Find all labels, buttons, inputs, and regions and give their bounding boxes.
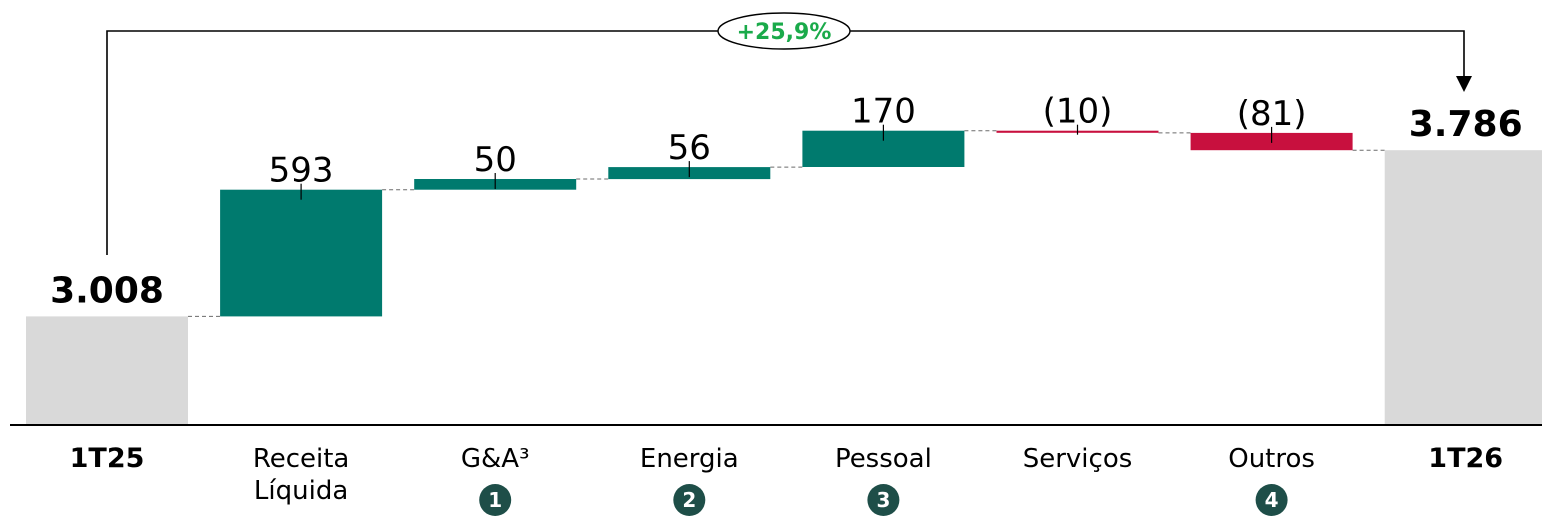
category-label-receita-liquida: Receita Líquida [253,444,350,506]
badge-4: 4 [1255,484,1288,516]
growth-arrow-head [1456,76,1472,92]
badge-circle [1255,484,1288,516]
badge-circle [479,484,512,516]
bars [26,130,1542,425]
value-label-1t26: 3.786 [1409,104,1523,145]
badge-number: 2 [682,488,696,512]
badge-3: 3 [867,484,900,516]
value-label-receita-liquida: 593 [269,151,334,191]
badge-circle [867,484,900,516]
badges: 1 2 3 4 [479,484,1288,516]
category-label-1t26: 1T26 [1428,443,1503,474]
badge-1: 1 [479,484,512,516]
value-label-pessoal: 170 [851,92,916,132]
category-labels: 1T25 Receita Líquida G&A³ Energia Pessoal Serv… [70,443,1503,506]
connector-lines [188,130,1385,317]
category-label-energia: Energia [640,444,739,474]
badge-number: 1 [488,488,502,512]
growth-bracket: +25,9% [106,12,1472,255]
bar-1t25 [26,316,188,425]
bar-1t26 [1384,150,1542,425]
growth-ellipse [717,12,851,50]
growth-label: +25,9% [737,20,832,45]
category-label-g-a: G&A³ [461,444,530,474]
value-label-outros: (81) [1237,94,1307,134]
value-label-g-a: 50 [474,140,517,180]
category-label-pessoal: Pessoal [835,444,932,474]
badge-number: 3 [876,488,890,512]
badge-circle [673,484,706,516]
bar-receita-liquida [220,189,383,317]
badge-number: 4 [1265,488,1279,512]
badge-2: 2 [673,484,706,516]
value-label-servicos: (10) [1043,92,1113,132]
label-ticks [300,124,1273,200]
value-label-1t25: 3.008 [50,270,164,311]
category-label-1t25: 1T25 [70,443,145,474]
category-label-servicos: Serviços [1023,444,1133,474]
category-label-outros: Outros [1228,444,1315,474]
value-label-energia: 56 [668,128,711,168]
value-labels: 3.008 593 50 56 170 (10) (81) 3.786 [50,92,1523,312]
